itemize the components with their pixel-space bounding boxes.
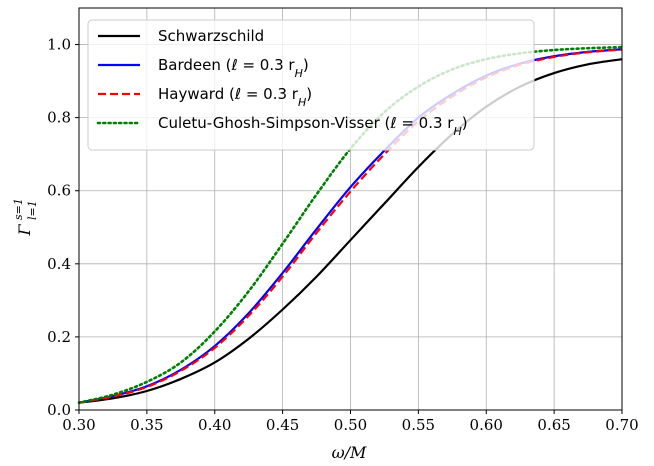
x-tick-label: 0.55 xyxy=(402,416,435,434)
svg-text:s=1: s=1 xyxy=(12,198,25,220)
y-tick-label: 0.0 xyxy=(47,401,71,419)
svg-text:Γ: Γ xyxy=(15,224,34,237)
legend-label-3: Culetu-Ghosh-Simpson-Visser (ℓ = 0.3 rH) xyxy=(158,114,468,138)
legend-label-0: Schwarzschild xyxy=(158,27,264,45)
svg-text:l=1: l=1 xyxy=(26,200,39,220)
y-tick-label: 1.0 xyxy=(47,36,71,54)
y-axis-label: Γ s=1 l=1 xyxy=(12,198,39,236)
x-tick-label: 0.65 xyxy=(537,416,570,434)
x-axis-label: ω/M xyxy=(332,443,367,462)
x-tick-label: 0.50 xyxy=(334,416,367,434)
x-tick-label: 0.60 xyxy=(470,416,503,434)
x-tick-label: 0.30 xyxy=(62,416,95,434)
x-tick-label: 0.35 xyxy=(130,416,163,434)
legend-label-2: Hayward (ℓ = 0.3 rH) xyxy=(158,85,312,109)
x-tick-label: 0.40 xyxy=(198,416,231,434)
axis-ticks: 0.30 0.35 0.40 0.45 0.50 0.55 0.60 0.65 0.70 0.0 0… xyxy=(47,36,639,434)
legend: Schwarzschild Bardeen (ℓ = 0.3 rH) Hayward… xyxy=(87,19,535,151)
y-tick-label: 0.6 xyxy=(47,182,71,200)
x-tick-label: 0.45 xyxy=(266,416,299,434)
y-tick-label: 0.2 xyxy=(47,328,71,346)
legend-box xyxy=(87,19,535,151)
x-tick-label: 0.70 xyxy=(605,416,638,434)
legend-label-1: Bardeen (ℓ = 0.3 rH) xyxy=(158,56,309,80)
y-tick-label: 0.4 xyxy=(47,255,71,273)
y-tick-label: 0.8 xyxy=(47,109,71,127)
